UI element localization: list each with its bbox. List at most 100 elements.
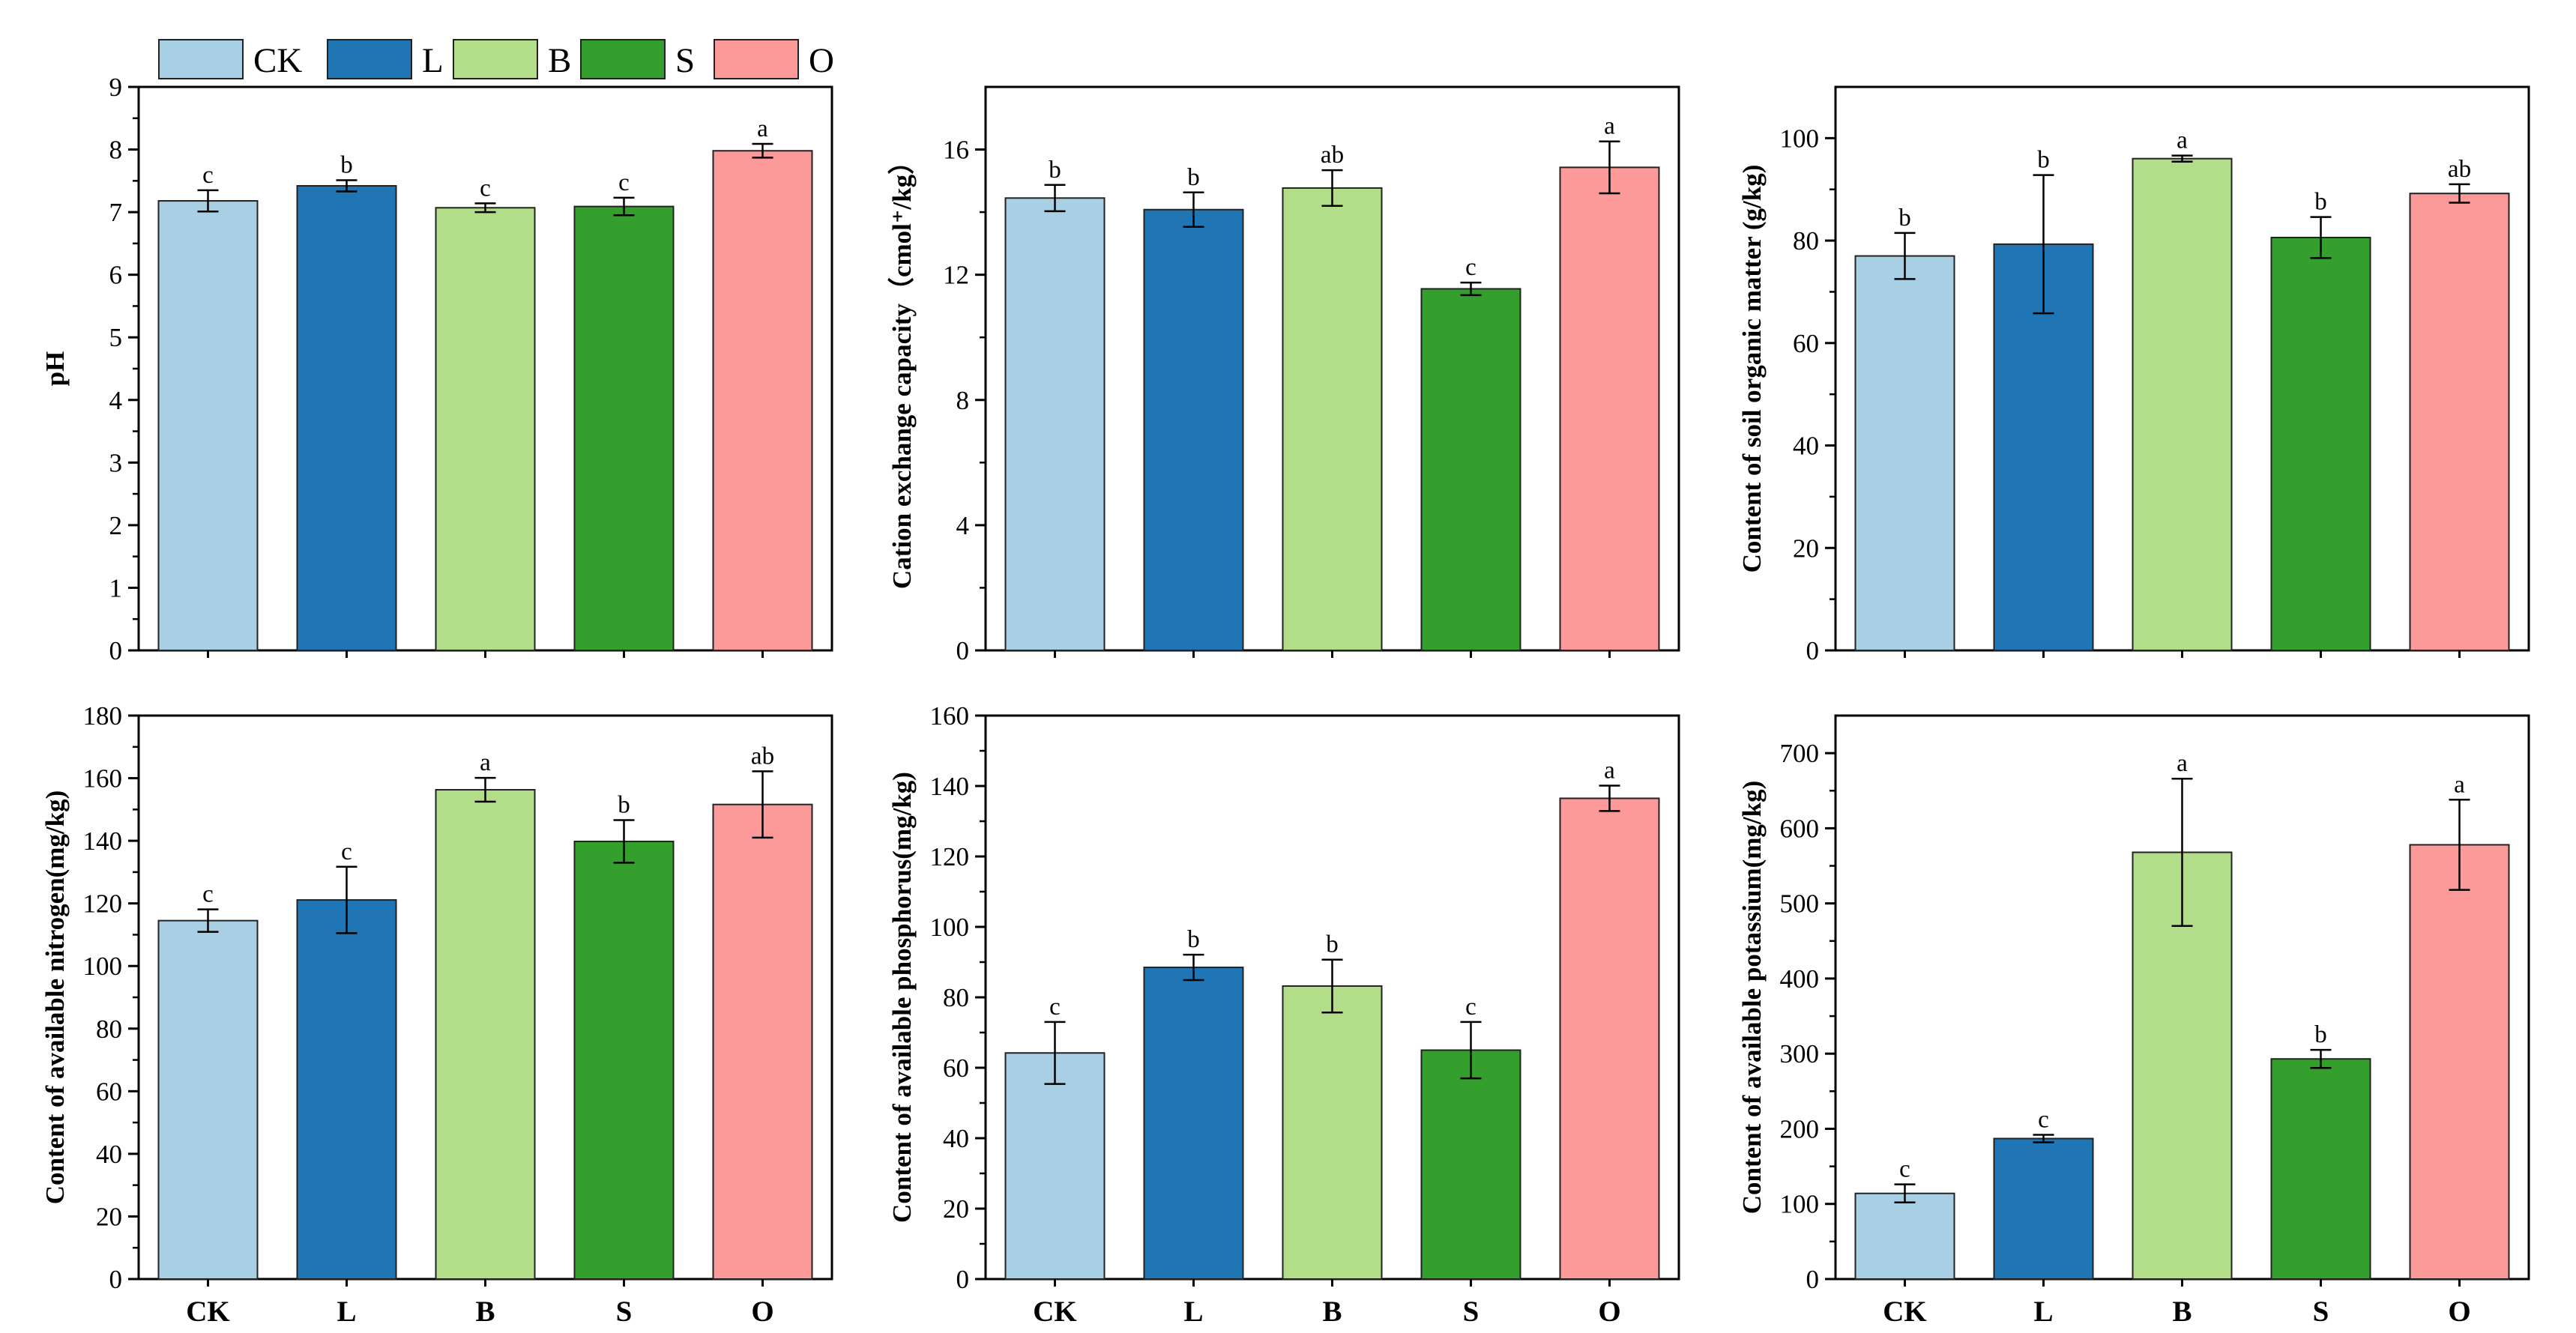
- legend-label: CK: [253, 41, 302, 80]
- y-axis-label: Content of available nitrogen(mg/kg): [40, 791, 70, 1205]
- bar-ck: [157, 200, 259, 651]
- y-tick-label: 180: [83, 701, 123, 731]
- legend-swatch: [714, 39, 799, 79]
- bar-l: [296, 185, 397, 652]
- y-tick-label: 600: [1780, 814, 1820, 843]
- bar-b: [1282, 985, 1383, 1280]
- chart-panel-1: 0 1 2 3 4 5 6 7 8 9 pH c b c c a: [40, 73, 833, 665]
- y-tick-label: 1: [109, 573, 123, 602]
- y-tick-label: 12: [943, 261, 969, 290]
- bar-ck: [157, 919, 259, 1280]
- y-tick-label: 8: [109, 136, 123, 165]
- bar-b: [2132, 157, 2233, 651]
- x-tick-label-b: B: [1322, 1296, 1342, 1328]
- chart-panel-4: 0 20 40 60 80 100 120 140 160 180 Content of avail…: [40, 701, 833, 1328]
- y-tick-label: 200: [1780, 1114, 1820, 1143]
- legend-item-s: S: [580, 39, 695, 80]
- significance-letter-s: c: [1465, 994, 1476, 1021]
- x-tick-label-o: O: [1598, 1296, 1620, 1328]
- significance-letter-s: c: [618, 169, 630, 196]
- x-tick-label-b: B: [2172, 1296, 2192, 1328]
- x-tick-label-ck: CK: [186, 1296, 230, 1328]
- legend-item-l: L: [327, 39, 444, 80]
- significance-letter-o: a: [757, 115, 768, 142]
- x-tick-label-l: L: [2033, 1296, 2053, 1328]
- legend-swatch: [580, 39, 666, 79]
- y-tick-label: 8: [956, 386, 970, 415]
- x-tick-label-s: S: [616, 1296, 633, 1328]
- x-tick-label-l: L: [337, 1296, 356, 1328]
- bar-o: [712, 803, 813, 1281]
- legend-label: L: [422, 41, 444, 80]
- y-tick-label: 100: [83, 952, 123, 981]
- significance-letter-l: c: [2038, 1106, 2049, 1133]
- significance-letter-o: ab: [2448, 156, 2471, 183]
- bar-l: [296, 899, 397, 1281]
- significance-letter-b: a: [2177, 127, 2188, 154]
- bar-ck: [1004, 197, 1105, 651]
- y-tick-label: 40: [943, 1124, 969, 1153]
- y-tick-label: 80: [943, 983, 969, 1012]
- bar-s: [2270, 236, 2371, 652]
- y-tick-label: 3: [109, 448, 123, 477]
- y-tick-label: 6: [109, 261, 123, 290]
- chart-panel-2: 0 4 8 12 16 Cation exchange capacity（cmol⁺/kg…: [887, 85, 1680, 665]
- legend-swatch: [453, 39, 538, 79]
- bar-b: [435, 207, 536, 651]
- bar-ck: [1854, 255, 1955, 652]
- significance-letter-b: a: [2177, 750, 2188, 777]
- y-tick-label: 60: [1793, 329, 1819, 358]
- significance-letter-b: ab: [1321, 142, 1344, 169]
- x-tick-label-o: O: [2448, 1296, 2470, 1328]
- y-tick-label: 16: [943, 136, 969, 165]
- y-tick-label: 120: [83, 889, 123, 919]
- y-tick-label: 160: [930, 701, 970, 731]
- y-tick-label: 40: [96, 1140, 122, 1169]
- legend-swatch: [327, 39, 412, 79]
- y-tick-label: 80: [1793, 226, 1819, 256]
- bar-o: [2409, 844, 2510, 1280]
- significance-letter-s: b: [2314, 1021, 2327, 1048]
- significance-letter-b: b: [1326, 931, 1339, 958]
- y-tick-label: 100: [930, 913, 970, 942]
- y-tick-label: 300: [1780, 1039, 1820, 1068]
- y-tick-label: 120: [930, 842, 970, 871]
- bar-s: [1420, 288, 1521, 651]
- y-tick-label: 100: [1780, 1190, 1820, 1219]
- y-tick-label: 500: [1780, 889, 1820, 919]
- bar-l: [1143, 967, 1244, 1281]
- x-tick-label-s: S: [1463, 1296, 1479, 1328]
- y-tick-label: 9: [109, 73, 123, 102]
- x-tick-label-ck: CK: [1883, 1296, 1927, 1328]
- bar-o: [1559, 166, 1660, 651]
- bar-b: [1282, 187, 1383, 652]
- significance-letter-o: a: [2454, 771, 2465, 798]
- y-tick-label: 20: [1793, 533, 1819, 563]
- significance-letter-ck: c: [1049, 994, 1061, 1021]
- x-tick-label-s: S: [2313, 1296, 2329, 1328]
- significance-letter-l: b: [1187, 926, 1200, 953]
- legend: CK L B S O: [158, 39, 834, 80]
- bar-o: [712, 150, 813, 651]
- significance-letter-s: b: [618, 792, 630, 819]
- y-tick-label: 60: [943, 1054, 969, 1083]
- significance-letter-o: a: [1604, 758, 1615, 785]
- y-tick-label: 2: [109, 511, 123, 540]
- x-tick-label-b: B: [475, 1296, 495, 1328]
- y-tick-label: 400: [1780, 964, 1820, 994]
- legend-item-ck: CK: [158, 39, 302, 80]
- significance-letter-l: c: [341, 838, 352, 865]
- significance-letter-o: ab: [751, 743, 774, 770]
- x-tick-label-ck: CK: [1033, 1296, 1077, 1328]
- y-tick-label: 4: [109, 386, 123, 415]
- bar-l: [1993, 1137, 2094, 1281]
- significance-letter-ck: c: [202, 881, 214, 908]
- bar-o: [2409, 193, 2510, 651]
- bar-s: [573, 840, 675, 1280]
- y-tick-label: 0: [1806, 1265, 1820, 1294]
- y-tick-label: 0: [109, 636, 123, 665]
- chart-panel-3: 0 20 40 60 80 100 Content of soil organic matt…: [1737, 85, 2530, 665]
- bar-ck: [1854, 1192, 1955, 1281]
- significance-letter-l: b: [2037, 147, 2050, 174]
